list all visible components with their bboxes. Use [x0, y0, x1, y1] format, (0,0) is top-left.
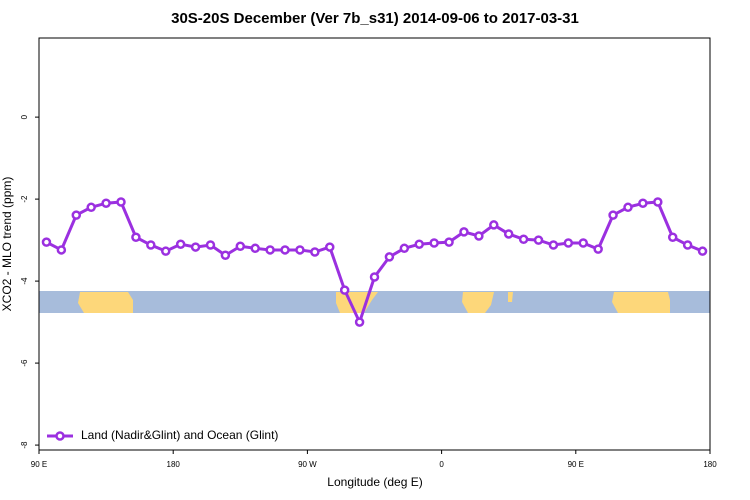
point [459, 227, 469, 237]
point [190, 242, 201, 252]
point [518, 234, 529, 245]
point [71, 210, 82, 220]
point [146, 240, 156, 250]
x-tick-label: 180 [167, 460, 181, 469]
point [444, 237, 454, 247]
point [310, 247, 320, 257]
chart-title: 30S-20S December (Ver 7b_s31) 2014-09-06… [171, 10, 579, 27]
point [593, 244, 603, 254]
point [563, 238, 574, 248]
point [131, 232, 141, 242]
point [667, 232, 678, 242]
y-tick-label: -8 [20, 441, 29, 449]
point [175, 239, 186, 249]
point [41, 237, 52, 247]
point [503, 229, 514, 239]
point [414, 239, 424, 249]
point [86, 202, 96, 213]
point [638, 198, 648, 208]
point [489, 220, 499, 230]
point [578, 238, 589, 248]
y-tick-label: -4 [20, 277, 29, 285]
point [160, 246, 171, 256]
y-tick-label: 0 [20, 114, 29, 119]
legend-label: Land (Nadir&Glint) and Ocean (Glint) [81, 428, 278, 442]
point [429, 238, 439, 248]
x-tick-label: 180 [703, 460, 717, 469]
point [205, 240, 216, 250]
y-tick-label: -6 [20, 359, 29, 367]
x-tick-label: 90 E [31, 460, 47, 469]
point [265, 245, 275, 255]
x-axis-label: Longitude (deg E) [327, 475, 422, 489]
point [295, 245, 305, 255]
x-tick-label: 0 [439, 460, 444, 469]
point [280, 245, 290, 255]
point [325, 242, 335, 252]
point [116, 197, 126, 207]
point [474, 231, 484, 241]
point [608, 210, 618, 220]
point [354, 317, 365, 327]
x-tick-label: 90 W [298, 460, 317, 469]
point [56, 245, 67, 255]
point [220, 250, 231, 261]
point [384, 252, 395, 262]
y-tick-label: -2 [20, 195, 29, 203]
point [653, 197, 663, 207]
point [369, 272, 380, 282]
point [339, 285, 350, 295]
x-tick-label: 90 E [568, 460, 584, 469]
point [235, 241, 246, 252]
point [399, 243, 410, 254]
point [548, 240, 559, 250]
point [697, 246, 708, 256]
point [533, 235, 544, 245]
point [101, 198, 111, 208]
legend-marker [55, 431, 65, 441]
point [682, 240, 693, 250]
plot-frame [38, 37, 711, 451]
y-axis-label: XCO2 - MLO trend (ppm) [0, 177, 14, 312]
point [623, 202, 633, 213]
map-band [39, 291, 710, 313]
point [250, 243, 260, 254]
